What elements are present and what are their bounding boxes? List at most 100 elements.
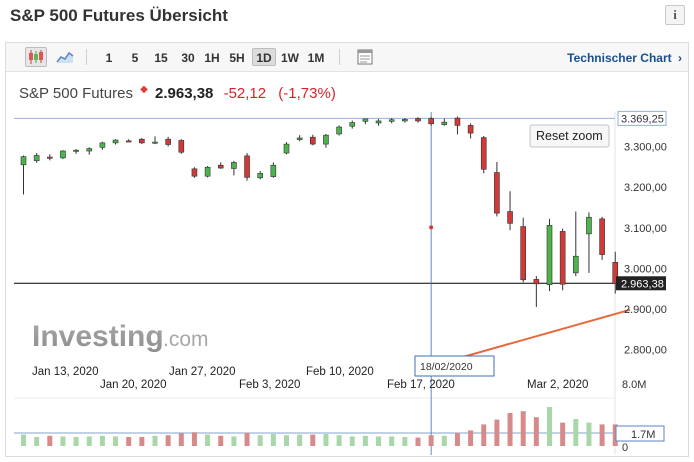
volume-bar [481,424,487,446]
candle [165,136,171,147]
candle [60,150,66,160]
candle [139,138,145,145]
candle-body [336,126,342,135]
price-change: -52,12 [223,85,267,102]
candle-body [415,118,421,122]
toolbar-divider [86,49,87,65]
timeframe-1w[interactable]: 1W [281,51,299,65]
candle-body [428,118,434,125]
candle-body [309,136,316,145]
date-label-jan27: Jan 27, 2020 [169,366,236,378]
volume-level-label: 1.7M [631,429,655,441]
volume-bar [547,407,552,446]
candle [454,116,461,135]
candle [112,139,119,145]
crosshair-date-label: 18/02/2020 [420,361,473,373]
volume-bar [402,437,408,446]
quote-header: S&P 500 Futures ◆ 2.963,38 -52,12 (-1,73… [19,84,344,102]
timeframe-1h[interactable]: 1H [204,51,220,65]
candle-body [270,164,277,177]
volume-bar [73,437,79,446]
candle-body [454,117,461,126]
candle-body [112,139,119,144]
candle [204,166,211,178]
volume-bar [191,432,197,446]
settings-panel-icon[interactable] [354,47,376,67]
volume-bar [494,419,500,446]
candle-body [572,255,579,274]
candle-body [283,143,290,154]
volume-bar [139,437,145,446]
price-tick-label: 3.300,00 [624,142,667,154]
area-chart-icon[interactable] [54,47,76,67]
price-tick-label: 2.900,00 [624,304,667,316]
candle [178,139,185,154]
candle [415,117,421,123]
candle [323,133,329,148]
candle [33,153,40,163]
candle [428,116,434,126]
date-label-feb17: Feb 17, 2020 [387,379,455,391]
timeframe-1[interactable]: 1 [105,51,113,65]
candle-body [46,156,53,159]
date-label-jan20: Jan 20, 2020 [100,379,167,391]
candle [283,142,290,155]
candle [441,118,448,126]
candle [546,218,553,292]
volume-bar [612,424,618,446]
candle [612,251,619,294]
investing-logo: Investing .com [32,320,209,353]
volume-bar [47,435,53,446]
timeframe-5h[interactable]: 5H [229,51,245,65]
volume-bar [113,436,119,446]
watermark-main: Investing [32,320,164,353]
volume-bar [468,430,474,446]
volume-bar [336,435,342,446]
volume-bar [376,436,382,446]
info-button[interactable]: i [665,5,685,25]
candlestick-chart-icon[interactable] [25,47,47,67]
candle [533,276,540,307]
volume-bar [428,435,434,446]
candle-body [86,148,93,152]
timeframe-30[interactable]: 30 [181,51,195,65]
timeframe-1m[interactable]: 1M [307,51,325,65]
candle-body [586,216,592,235]
chevron-right-icon: › [678,51,682,65]
volume-bar [257,435,263,446]
timeframe-1d[interactable]: 1D [252,48,276,66]
price-down-icon: ◆ [140,84,148,95]
volume-bar [454,432,460,446]
volume-bar [415,437,421,446]
volume-bar [362,435,368,446]
candle-body [402,119,408,122]
candle-body [296,137,303,140]
reset-zoom-button[interactable]: Reset zoom [529,124,610,148]
candle-body [139,138,145,144]
volume-bar [34,437,40,446]
candle-body [217,164,224,169]
candle [99,141,106,150]
candle-body [125,140,132,143]
volume-bar [507,413,513,446]
candle [270,162,277,178]
candle [86,147,93,155]
page-title: S&P 500 Futures Übersicht [10,6,228,25]
candle-body [20,156,27,166]
candle [231,160,237,176]
volume-axis-max: 8.0M [622,379,646,391]
candle-body [599,218,605,255]
technical-chart-link[interactable]: Technischer Chart › [567,51,682,65]
timeframe-15[interactable]: 15 [154,51,168,65]
candle-body [244,155,250,178]
volume-bar [389,436,395,446]
volume-bars [21,407,618,446]
price-axis: 3.300,00 3.200,00 3.100,00 3.000,00 2.900,00… [624,142,667,357]
timeframe-5[interactable]: 5 [131,51,139,65]
candle [362,118,369,125]
volume-bar [270,434,276,446]
candle-body [152,141,158,144]
candle-body [165,138,171,145]
last-price: 2.963,38 [155,85,214,102]
